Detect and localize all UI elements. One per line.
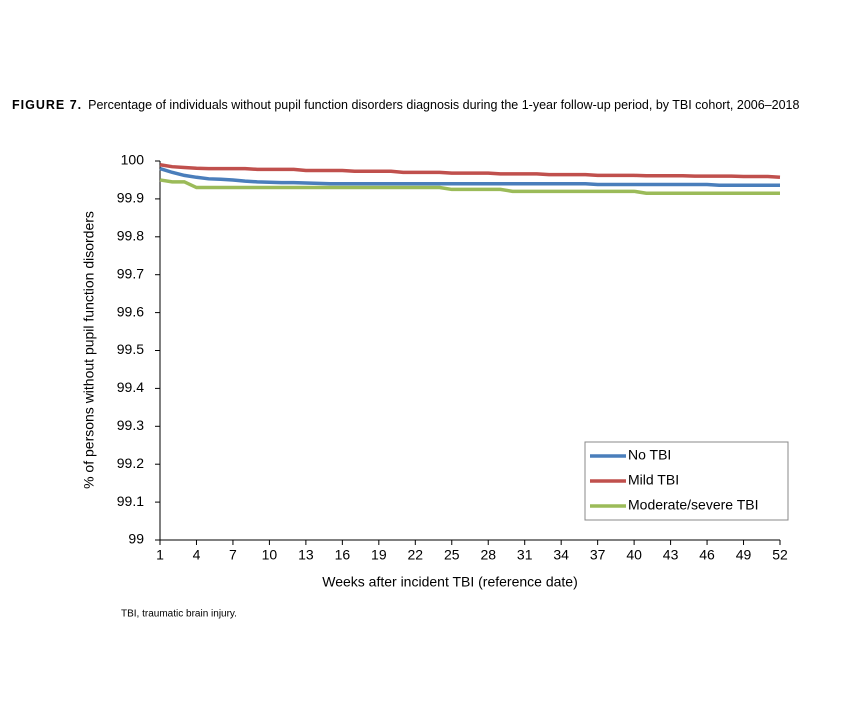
y-tick-label: 100 [121,152,145,168]
y-tick-label: 99.4 [117,379,144,395]
x-tick-label: 7 [229,547,237,563]
x-tick-label: 1 [156,547,164,563]
x-tick-label: 52 [772,547,788,563]
x-tick-label: 25 [444,547,460,563]
series-line [159,178,780,195]
series-line [159,163,781,180]
y-tick-label: 99.2 [117,455,144,471]
legend-label: Mild TBI [628,472,679,488]
x-tick-label: 43 [663,547,679,563]
x-tick-label: 13 [298,547,314,563]
series-line [159,166,780,188]
y-axis-label: % of persons without pupil function diso… [81,211,97,489]
x-tick-label: 10 [262,547,278,563]
y-tick-label: 99.8 [117,228,144,244]
y-tick-label: 99.7 [117,265,144,281]
x-tick-label: 19 [371,547,387,563]
legend-label: Moderate/severe TBI [628,497,758,513]
y-tick-label: 99.9 [117,190,144,206]
x-tick-label: 40 [626,547,642,563]
figure-label: FIGURE 7. [12,98,82,112]
x-tick-label: 37 [590,547,606,563]
y-tick-label: 99.3 [117,417,144,433]
y-tick-label: 99 [128,531,144,547]
legend-label: No TBI [628,447,671,463]
x-tick-label: 4 [193,547,201,563]
y-tick-label: 99.5 [117,341,144,357]
x-axis-label: Weeks after incident TBI (reference date… [322,574,578,590]
x-tick-label: 16 [335,547,351,563]
x-tick-label: 46 [699,547,715,563]
y-tick-label: 99.1 [117,493,144,509]
x-tick-label: 34 [553,547,569,563]
x-tick-label: 22 [408,547,424,563]
footnote: TBI, traumatic brain injury. [121,609,237,620]
x-tick-label: 28 [480,547,496,563]
x-tick-label: 31 [517,547,533,563]
title-text: Percentage of individuals without pupil … [88,98,799,112]
y-tick-label: 99.6 [117,303,144,319]
chart-title: FIGURE 7. Percentage of individuals witho… [12,98,799,112]
x-tick-label: 49 [736,547,752,563]
